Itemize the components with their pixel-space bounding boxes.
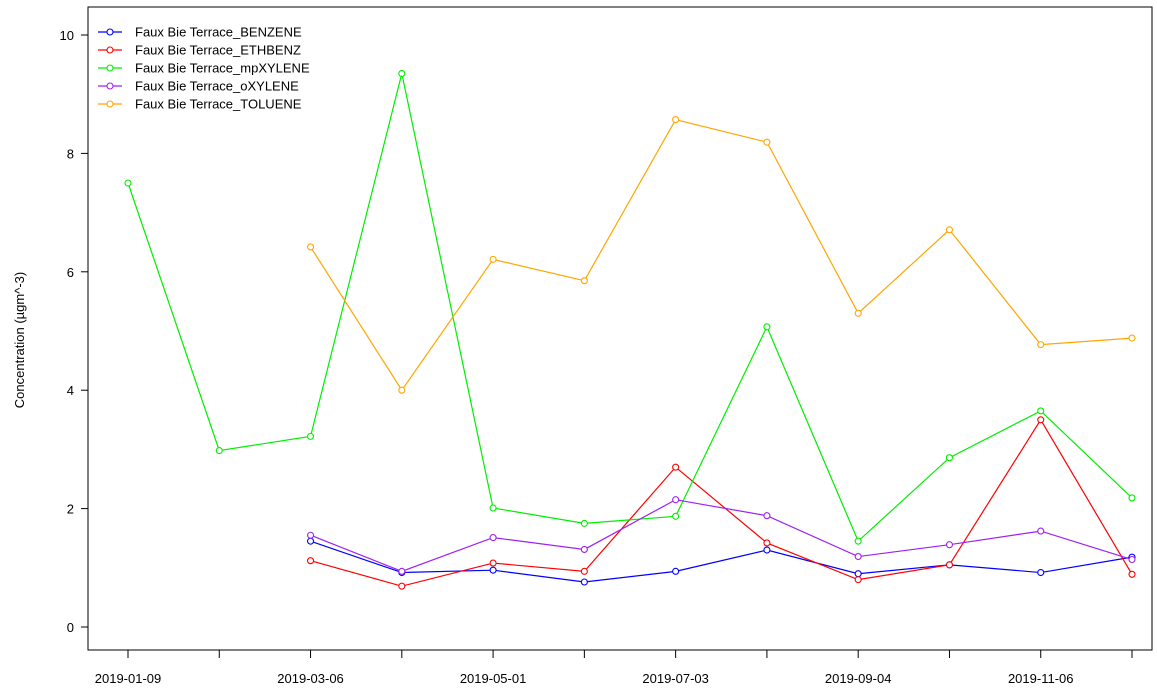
legend-label: Faux Bie Terrace_ETHBENZ <box>135 43 301 58</box>
data-point <box>580 519 588 527</box>
data-point <box>854 309 862 317</box>
data-point <box>945 561 954 569</box>
series-3 <box>124 69 1136 545</box>
y-tick-label: 2 <box>67 502 74 517</box>
legend-label: Faux Bie Terrace_oXYLENE <box>135 79 299 94</box>
y-axis-title: Concentration (µgm^-3) <box>12 272 27 408</box>
data-point <box>1037 416 1045 424</box>
x-tick-label: 2019-05-01 <box>460 671 527 686</box>
data-point <box>306 243 315 251</box>
data-point <box>672 496 680 504</box>
data-point <box>580 578 588 586</box>
series-line <box>127 73 1133 543</box>
legend-marker <box>106 82 114 90</box>
data-point <box>489 504 497 512</box>
data-point <box>1037 341 1045 349</box>
data-point <box>580 277 588 285</box>
data-point <box>1128 494 1136 502</box>
data-point <box>763 323 771 331</box>
data-point <box>398 567 406 575</box>
series-line <box>310 118 1133 392</box>
legend-marker <box>106 100 114 108</box>
data-point <box>398 69 406 78</box>
data-point <box>306 531 315 539</box>
data-point <box>489 534 497 542</box>
data-point <box>672 567 680 575</box>
data-point <box>1128 555 1136 564</box>
data-point <box>1037 568 1045 577</box>
data-point <box>854 576 862 584</box>
legend-label: Faux Bie Terrace_mpXYLENE <box>135 61 310 76</box>
data-point <box>580 545 588 553</box>
data-point <box>763 138 771 146</box>
series-2 <box>306 416 1136 590</box>
series-line <box>310 540 1133 583</box>
x-axis: 2019-01-09 2019-03-06 2019-05-01 2019-07-03… <box>95 650 1133 686</box>
x-tick-label: 2019-09-04 <box>825 671 892 686</box>
series-4 <box>306 496 1136 575</box>
y-tick-label: 6 <box>67 265 74 280</box>
data-point <box>215 447 223 455</box>
data-point <box>489 255 497 263</box>
data-point <box>306 557 315 565</box>
data-point <box>1037 527 1045 535</box>
y-tick-label: 0 <box>67 620 74 635</box>
data-point <box>306 432 315 440</box>
data-point <box>124 179 132 187</box>
y-tick-label: 10 <box>60 28 74 43</box>
data-point <box>854 570 862 578</box>
data-point <box>763 512 771 520</box>
data-point <box>763 546 771 554</box>
legend-item: Faux Bie Terrace_TOLUENE <box>98 97 302 112</box>
legend-marker <box>106 28 114 36</box>
legend-item: Faux Bie Terrace_BENZENE <box>98 25 302 40</box>
legend-label: Faux Bie Terrace_TOLUENE <box>135 97 302 112</box>
y-tick-label: 8 <box>67 146 74 161</box>
x-tick-label: 2019-11-06 <box>1008 671 1074 686</box>
y-tick-label: 4 <box>67 383 74 398</box>
data-point <box>672 116 680 124</box>
x-tick-label: 2019-07-03 <box>642 671 709 686</box>
series-layer <box>124 69 1136 590</box>
data-point <box>580 567 588 575</box>
series-line <box>310 418 1133 587</box>
data-point <box>398 386 406 394</box>
x-tick-label: 2019-03-06 <box>277 671 344 686</box>
legend-marker <box>106 64 114 72</box>
legend-item: Faux Bie Terrace_oXYLENE <box>98 79 299 94</box>
legend-label: Faux Bie Terrace_BENZENE <box>135 25 302 40</box>
x-tick-label: 2019-01-09 <box>95 671 162 686</box>
data-point <box>854 537 862 545</box>
legend-item: Faux Bie Terrace_ETHBENZ <box>98 43 301 58</box>
data-point <box>1037 407 1045 415</box>
data-point <box>945 226 954 234</box>
data-point <box>763 539 771 547</box>
data-point <box>945 454 954 462</box>
plot-frame <box>87 6 1153 651</box>
data-point <box>1128 334 1136 342</box>
y-axis: 0 2 4 6 8 10 <box>60 28 88 635</box>
data-point <box>489 559 497 567</box>
series-5 <box>306 116 1136 394</box>
legend: Faux Bie Terrace_BENZENE Faux Bie Terrace… <box>98 25 310 112</box>
data-point <box>398 582 406 590</box>
data-point <box>945 541 954 549</box>
data-point <box>672 512 680 520</box>
plot-frame-rect <box>87 6 1153 651</box>
series-line <box>310 499 1133 572</box>
data-point <box>1128 570 1136 578</box>
data-point <box>489 566 497 574</box>
data-point <box>672 463 680 471</box>
legend-item: Faux Bie Terrace_mpXYLENE <box>98 61 310 76</box>
legend-marker <box>106 46 114 54</box>
data-point <box>854 553 862 561</box>
data-point <box>306 537 315 545</box>
